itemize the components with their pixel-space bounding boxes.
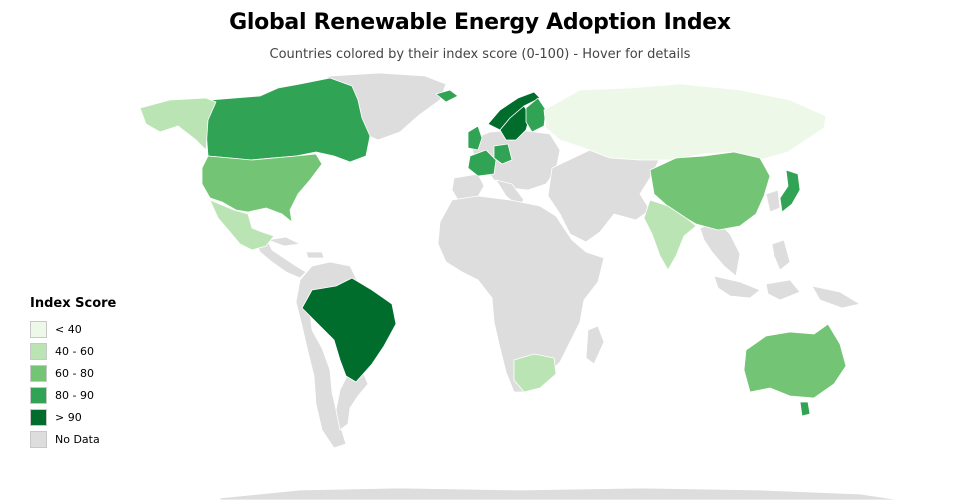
south-america-southeast [335, 369, 369, 431]
legend-label: No Data [55, 432, 100, 446]
country-france[interactable] [467, 149, 497, 177]
legend-swatch [30, 430, 47, 448]
legend-swatch [30, 342, 47, 360]
country-canada[interactable] [205, 77, 371, 163]
legend-item: 80 - 90 [30, 384, 116, 406]
legend-item: No Data [30, 428, 116, 450]
central-america [253, 237, 307, 279]
legend-item: > 90 [30, 406, 116, 428]
indonesia [713, 275, 801, 301]
legend-swatch [30, 320, 47, 338]
country-australia[interactable] [743, 323, 847, 399]
korea [765, 189, 781, 213]
country-uk[interactable] [467, 125, 483, 151]
legend-label: 60 - 80 [55, 366, 94, 380]
legend-item: 40 - 60 [30, 340, 116, 362]
legend: Index Score < 40 40 - 60 60 - 80 80 - 90… [30, 296, 116, 450]
country-south-africa[interactable] [513, 353, 557, 393]
map-title: Global Renewable Energy Adoption Index [229, 10, 731, 35]
no-data-countries [219, 72, 901, 500]
country-usa[interactable] [201, 153, 323, 223]
caribbean-islands [267, 236, 325, 259]
legend-swatch [30, 408, 47, 426]
legend-label: 40 - 60 [55, 344, 94, 358]
country-russia[interactable] [543, 83, 827, 161]
papua [811, 285, 861, 309]
country-brazil[interactable] [301, 277, 397, 383]
legend-label: > 90 [55, 410, 82, 424]
country-mexico[interactable] [209, 199, 275, 251]
country-germany[interactable] [493, 143, 513, 165]
legend-title: Index Score [30, 296, 117, 311]
southeast-asia [699, 221, 741, 277]
country-new-zealand[interactable] [799, 401, 811, 417]
country-japan[interactable] [779, 169, 801, 213]
legend-swatch [30, 364, 47, 382]
legend-item: < 40 [30, 318, 116, 340]
legend-label: 80 - 90 [55, 388, 94, 402]
legend-swatch [30, 386, 47, 404]
legend-item: 60 - 80 [30, 362, 116, 384]
middle-east-central-asia [547, 147, 661, 243]
country-alaska[interactable] [139, 97, 217, 151]
country-iceland[interactable] [435, 89, 459, 103]
legend-label: < 40 [55, 322, 82, 336]
map-subtitle: Countries colored by their index score (… [269, 47, 691, 62]
philippines [771, 239, 791, 271]
colored-countries [139, 77, 847, 417]
country-india[interactable] [643, 199, 697, 271]
country-finland[interactable] [525, 97, 547, 133]
antarctica [219, 487, 901, 500]
madagascar [585, 325, 605, 365]
